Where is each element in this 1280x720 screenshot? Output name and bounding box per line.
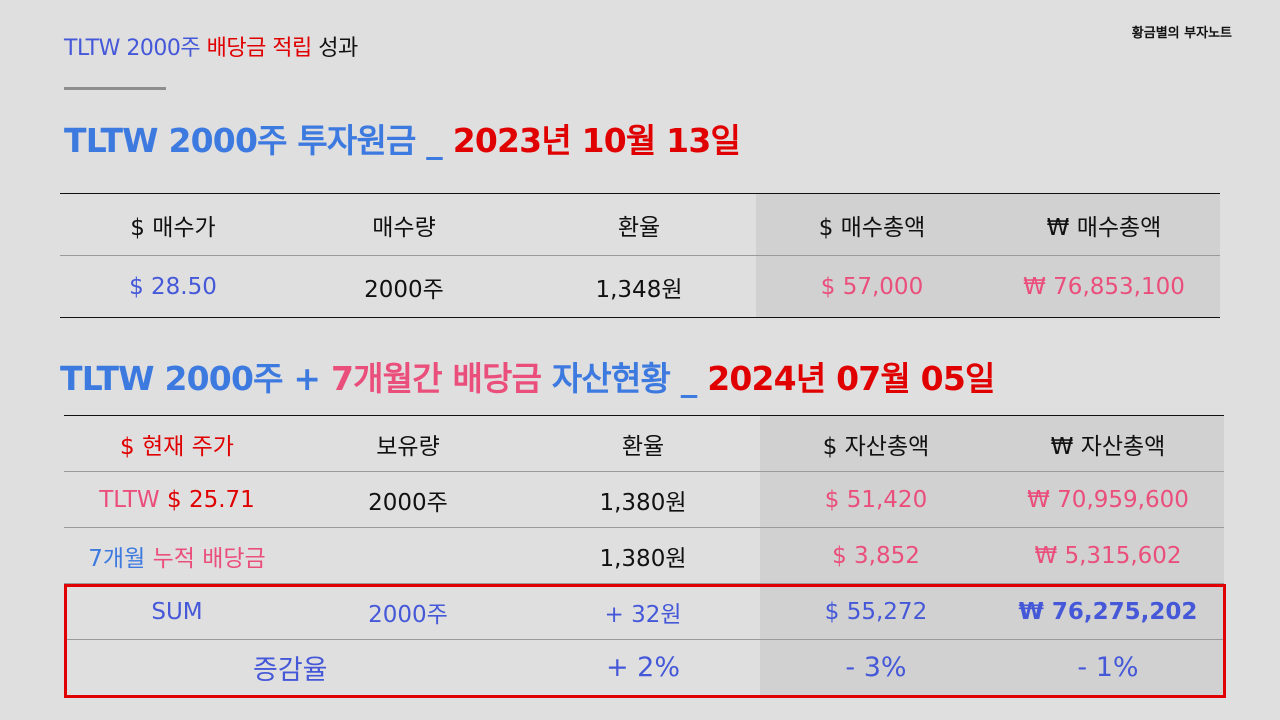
header-buy-qty: 매수량 (286, 193, 522, 256)
dividend-label-part-2: 누적 배당금 (152, 545, 266, 572)
cell-sum-usd: $ 55,272 (760, 583, 992, 640)
table-row-change: 증감율 + 2% - 3% - 1% (64, 639, 1224, 696)
page-title: TLTW 2000주 배당금 적립 성과 (64, 30, 358, 62)
brand-label: 황금별의 부자노트 (1131, 26, 1232, 41)
cell-stock-ticker: TLTW (99, 486, 160, 513)
cell-krw-dividend: ₩ 5,315,602 (992, 527, 1224, 584)
header-krw-total: ₩ 매수총액 (988, 193, 1220, 256)
cell-sum-qty: 2000주 (290, 583, 526, 640)
table-row: $ 28.50 2000주 1,348원 $ 57,000 ₩ 76,853,1… (60, 255, 1220, 318)
header-holding-qty: 보유량 (290, 415, 526, 472)
cell-stock-price-value: $ 25.71 (167, 486, 255, 513)
cell-sum-krw: ₩ 76,275,202 (992, 583, 1224, 640)
header-usd-asset: $ 자산총액 (760, 415, 992, 472)
table-row-sum: SUM 2000주 + 32원 $ 55,272 ₩ 76,275,202 (64, 583, 1224, 640)
cell-stock-price: TLTW $ 25.71 (64, 471, 290, 528)
section2-heading-part-2: 7개월간 배당금 (330, 359, 542, 398)
cell-krw-total: ₩ 76,853,100 (988, 255, 1220, 318)
section2-heading: TLTW 2000주 + 7개월간 배당금 자산현황 _ 2024년 07월 0… (60, 352, 995, 400)
title-part-1: TLTW 2000주 (64, 36, 201, 61)
cell-dividend-label: 7개월 누적 배당금 (64, 527, 290, 584)
header-krw-asset: ₩ 자산총액 (992, 415, 1224, 472)
title-part-2: 배당금 적립 (206, 36, 313, 61)
cell-change-krw: - 1% (992, 639, 1224, 696)
cell-exchange-rate: 1,380원 (526, 527, 760, 584)
table-header-row: $ 현재 주가 보유량 환율 $ 자산총액 ₩ 자산총액 (64, 415, 1224, 472)
cell-sum-rate: + 32원 (526, 583, 760, 640)
header-exchange-rate: 환율 (522, 193, 756, 256)
cell-exchange-rate: 1,348원 (595, 276, 683, 303)
cell-exchange-rate: 1,380원 (526, 471, 760, 528)
section1-heading: TLTW 2000주 투자원금 _ 2023년 10월 13일 (64, 114, 741, 162)
section2-heading-part-1: TLTW 2000주 + (60, 359, 321, 398)
asset-status-table: $ 현재 주가 보유량 환율 $ 자산총액 ₩ 자산총액 TLTW $ 25.7… (64, 415, 1224, 696)
dividend-label-part-1: 7개월 (88, 545, 146, 572)
cell-sum-label: SUM (64, 583, 290, 640)
title-part-3: 성과 (318, 36, 358, 61)
header-exchange-rate: 환율 (526, 415, 760, 472)
cell-holding-qty: 2000주 (290, 471, 526, 528)
header-current-price: $ 현재 주가 (64, 415, 290, 472)
cell-usd-asset: $ 51,420 (760, 471, 992, 528)
header-usd-total: $ 매수총액 (756, 193, 988, 256)
section1-heading-part-1: TLTW 2000주 투자원금 _ (64, 121, 443, 160)
cell-krw-asset: ₩ 70,959,600 (992, 471, 1224, 528)
section2-heading-date: 2024년 07월 05일 (707, 359, 995, 398)
table-header-row: $ 매수가 매수량 환율 $ 매수총액 ₩ 매수총액 (60, 193, 1220, 256)
table-row: TLTW $ 25.71 2000주 1,380원 $ 51,420 ₩ 70,… (64, 471, 1224, 528)
table-row: 7개월 누적 배당금 1,380원 $ 3,852 ₩ 5,315,602 (64, 527, 1224, 584)
cell-change-rate: + 2% (605, 652, 681, 684)
header-buy-price: $ 매수가 (60, 193, 286, 256)
cell-change-label: 증감율 (253, 655, 328, 687)
title-underline (64, 87, 166, 90)
cell-usd-total: $ 57,000 (756, 255, 988, 318)
cell-buy-price: $ 28.50 (129, 273, 217, 300)
cell-empty (290, 527, 526, 584)
cell-buy-qty: 2000주 (364, 276, 444, 303)
cell-change-usd: - 3% (760, 639, 992, 696)
cell-usd-dividend: $ 3,852 (760, 527, 992, 584)
section1-heading-date: 2023년 10월 13일 (452, 121, 741, 160)
section2-heading-part-3: 자산현황 _ (551, 359, 697, 398)
investment-principal-table: $ 매수가 매수량 환율 $ 매수총액 ₩ 매수총액 $ 28.50 2000주… (60, 193, 1220, 318)
